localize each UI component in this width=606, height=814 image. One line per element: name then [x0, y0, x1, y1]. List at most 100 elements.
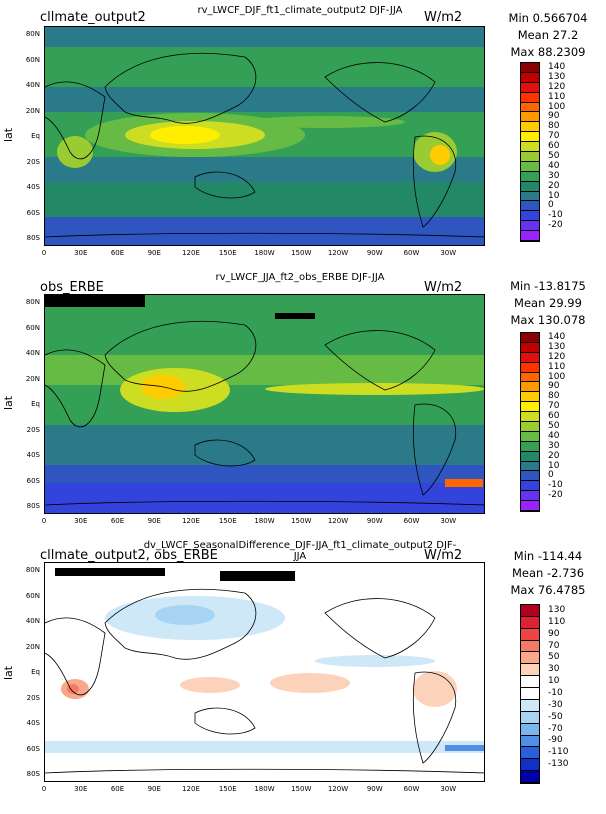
panel-title: cllmate_output2, obs_ERBE [40, 548, 218, 563]
colorbar-label: 90 [548, 111, 560, 122]
lat-tick-label: 20S [26, 693, 40, 702]
stat-max: Max 88.2309 [510, 45, 586, 59]
colorbar-segment [521, 161, 539, 172]
colorbar-label: 90 [548, 628, 560, 639]
colorbar-segment [521, 372, 539, 383]
colorbar-segment [521, 640, 539, 653]
colorbar-segment [521, 735, 539, 748]
lat-tick-label: 60S [26, 744, 40, 753]
map-plot [44, 26, 485, 246]
lon-tick-label: 30E [74, 249, 88, 257]
colorbar [520, 332, 540, 512]
stat-min: Min 0.566704 [508, 11, 588, 25]
lon-tick-label: 60E [110, 785, 125, 793]
colorbar-label: 130 [548, 341, 566, 352]
colorbar-label: 100 [548, 371, 566, 382]
colorbar-label: 70 [548, 401, 560, 412]
colorbar-segment [521, 616, 539, 629]
colorbar-label: 50 [548, 150, 560, 161]
lon-tick-label: 180W [254, 517, 275, 525]
lon-tick-label: 90W [366, 249, 383, 257]
lat-tick-label: 40N [25, 349, 40, 357]
colorbar-label: 30 [548, 664, 560, 675]
colorbar-label: 50 [548, 420, 560, 431]
colorbar-segment [521, 402, 539, 413]
lon-tick-label: 180W [254, 785, 275, 793]
lon-tick-label: 150E [218, 249, 237, 257]
colorbar-label: -50 [548, 711, 563, 722]
colorbar-segment [521, 412, 539, 422]
stat-mean: Mean 29.99 [514, 296, 582, 310]
stat-max: Max 130.078 [510, 313, 586, 327]
colorbar-segment [521, 501, 539, 511]
colorbar-segment [521, 676, 539, 689]
colorbar-label: 130 [548, 71, 566, 82]
lon-tick-label: 120W [327, 517, 349, 525]
lat-tick-label: Eq [31, 668, 40, 676]
colorbar-segment [521, 201, 539, 212]
lat-tick-label: 80N [25, 298, 40, 306]
lon-tick-label: 90W [366, 517, 383, 525]
colorbar-segment [521, 142, 539, 152]
colorbar-label: -20 [548, 490, 563, 501]
colorbar-segment [521, 72, 539, 83]
lon-tick-label: 60W [403, 249, 420, 257]
colorbar-segment [521, 333, 539, 343]
stat-min: Min -114.44 [513, 549, 583, 563]
colorbar-segment [521, 605, 539, 617]
panel-title: cllmate_output2 [40, 10, 146, 25]
stat-min: Min -13.8175 [510, 279, 586, 293]
colorbar-segment [521, 132, 539, 143]
colorbar-segment [521, 92, 539, 103]
lon-tick-label: 150E [218, 517, 237, 525]
lon-tick-label: 60W [403, 785, 420, 793]
lat-tick-label: 80N [25, 566, 40, 574]
lat-tick-label: 60N [25, 591, 40, 600]
colorbar-segment [521, 112, 539, 123]
colorbar-segment [521, 688, 539, 700]
lat-tick-label: 40N [25, 617, 40, 625]
colorbar-label: 20 [548, 450, 560, 461]
colorbar-label: 70 [548, 640, 560, 651]
lon-tick-label: 150W [291, 785, 312, 793]
units-label: W/m2 [424, 548, 463, 563]
colorbar-segment [521, 699, 539, 712]
colorbar-segment [521, 461, 539, 472]
lon-tick-label: 30W [440, 517, 457, 525]
colorbar-label: 40 [548, 430, 560, 441]
lon-tick-label: 30E [74, 785, 88, 793]
colorbar [520, 604, 540, 784]
panel-difference: cllmate_output2, obs_ERBE dv_LWCF_Season… [0, 540, 606, 810]
map-plot [44, 294, 485, 514]
lon-tick-label: 120E [182, 517, 200, 525]
colorbar-label: 50 [548, 652, 560, 663]
colorbar-label: -10 [548, 688, 563, 698]
lat-tick-label: 80S [26, 234, 40, 242]
lat-tick-label: 40N [25, 81, 40, 89]
lat-tick-label: 40S [26, 451, 40, 459]
colorbar-label: 30 [548, 170, 560, 181]
colorbar-segment [521, 231, 539, 241]
colorbar-segment [521, 481, 539, 492]
colorbar-label: 10 [548, 190, 560, 201]
colorbar-label: 70 [548, 131, 560, 142]
colorbar-segment [521, 431, 539, 442]
units-label: W/m2 [424, 280, 463, 295]
lat-tick-label: 20N [25, 106, 40, 115]
colorbar-label: -10 [548, 210, 563, 221]
lon-tick-label: 90W [366, 785, 383, 793]
colorbar-label: 120 [548, 351, 566, 362]
lat-tick-label: 80S [26, 502, 40, 510]
colorbar-label: 140 [548, 331, 566, 342]
stat-mean: Mean -2.736 [511, 566, 585, 580]
colorbar-segment [521, 664, 539, 677]
lat-tick-label: 80S [26, 770, 40, 778]
lon-tick-label: 0 [41, 517, 47, 525]
colorbar-label: 110 [548, 361, 566, 372]
lat-tick-label: 40S [26, 719, 40, 727]
colorbar-label: 130 [548, 604, 566, 615]
lon-tick-label: 150W [291, 249, 312, 257]
colorbar-label: 120 [548, 81, 566, 92]
lat-tick-label: 60N [25, 55, 40, 64]
lon-tick-label: 60W [403, 517, 420, 525]
